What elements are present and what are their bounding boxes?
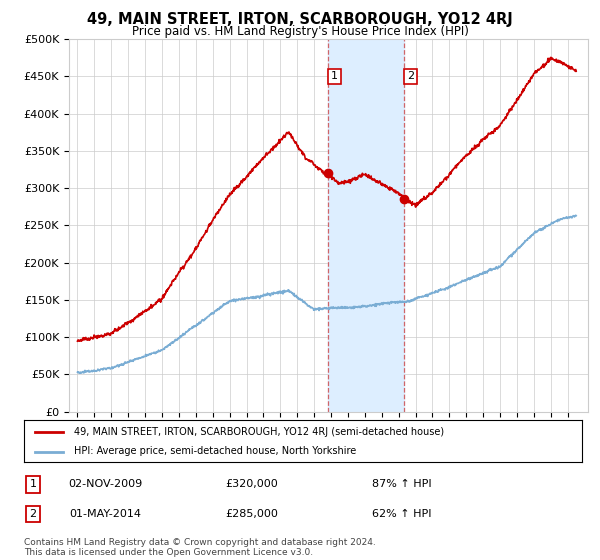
Text: £320,000: £320,000	[226, 479, 278, 489]
Text: 49, MAIN STREET, IRTON, SCARBOROUGH, YO12 4RJ (semi-detached house): 49, MAIN STREET, IRTON, SCARBOROUGH, YO1…	[74, 427, 445, 437]
Text: 1: 1	[29, 479, 37, 489]
Text: 87% ↑ HPI: 87% ↑ HPI	[372, 479, 432, 489]
Text: Price paid vs. HM Land Registry's House Price Index (HPI): Price paid vs. HM Land Registry's House …	[131, 25, 469, 38]
Text: 2: 2	[29, 509, 37, 519]
Text: HPI: Average price, semi-detached house, North Yorkshire: HPI: Average price, semi-detached house,…	[74, 446, 356, 456]
Text: 01-MAY-2014: 01-MAY-2014	[69, 509, 141, 519]
Text: Contains HM Land Registry data © Crown copyright and database right 2024.
This d: Contains HM Land Registry data © Crown c…	[24, 538, 376, 557]
Text: 1: 1	[331, 72, 338, 81]
Text: 49, MAIN STREET, IRTON, SCARBOROUGH, YO12 4RJ: 49, MAIN STREET, IRTON, SCARBOROUGH, YO1…	[87, 12, 513, 27]
Text: 2: 2	[407, 72, 414, 81]
Text: 02-NOV-2009: 02-NOV-2009	[68, 479, 142, 489]
Text: £285,000: £285,000	[226, 509, 278, 519]
Bar	[328, 39, 404, 412]
Text: 62% ↑ HPI: 62% ↑ HPI	[372, 509, 432, 519]
